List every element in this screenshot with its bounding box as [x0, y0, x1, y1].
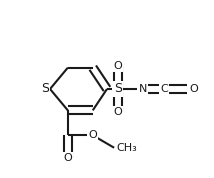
Text: S: S — [114, 82, 122, 96]
Text: O: O — [88, 130, 97, 140]
Text: O: O — [113, 107, 122, 117]
Text: O: O — [113, 61, 122, 71]
Text: S: S — [41, 82, 49, 96]
Text: CH₃: CH₃ — [116, 143, 137, 153]
Text: C: C — [160, 84, 168, 94]
Text: O: O — [189, 84, 198, 94]
Text: O: O — [64, 153, 72, 163]
Text: N: N — [138, 84, 147, 94]
